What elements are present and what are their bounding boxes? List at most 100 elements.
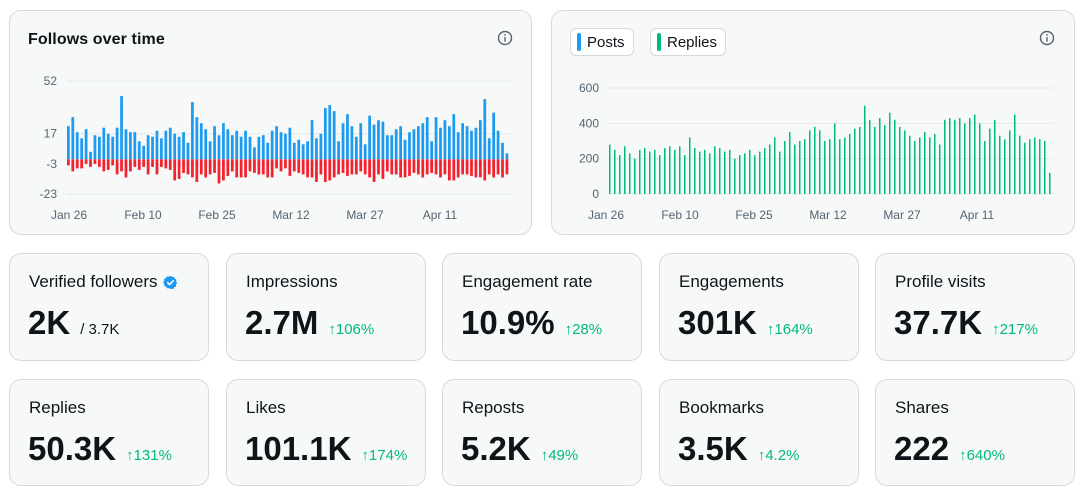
posts-swatch [577,33,581,51]
stat-label-text: Replies [29,398,86,417]
follows-lost-bar [363,159,367,175]
replies-bar [714,146,716,194]
stat-card-verified-followers[interactable]: Verified followers 2K / 3.7K [9,253,209,361]
stat-change: ↑174% [361,447,408,464]
stat-label: Shares [895,398,949,418]
replies-bar [744,153,746,194]
replies-bar [1044,141,1046,194]
stat-label-text: Engagements [679,272,784,291]
follows-gained-bar [315,138,318,160]
stat-value: 101.1K [245,430,352,467]
follows-gained-bar [137,141,141,160]
follows-gained-bar [492,112,496,160]
replies-bar [654,149,656,194]
follows-gained-bar [310,120,314,160]
follows-gained-bar [257,136,261,160]
follows-gained-bar [230,135,234,160]
follows-lost-bar [478,159,482,178]
follows-lost-bar [204,159,208,178]
legend-posts[interactable]: Posts [570,28,634,56]
stat-card-engagement-rate[interactable]: Engagement rate 10.9% ↑28% [442,253,642,361]
follows-gained-bar [182,132,185,160]
follows-gained-bar [403,139,407,160]
stat-card-reposts[interactable]: Reposts 5.2K ↑49% [442,379,642,486]
follows-gained-bar [106,133,110,160]
stat-label: Bookmarks [679,398,764,418]
follows-lost-bar [501,159,504,178]
stat-card-shares[interactable]: Shares 222 ↑640% [875,379,1075,486]
follows-gained-bar [306,141,309,160]
stat-value-row: 5.2K ↑49% [461,430,578,468]
follows-lost-bar [89,159,92,167]
x-tick-label: Mar 12 [272,208,310,222]
follows-gained-bar [102,127,106,160]
follows-gained-bar [381,121,385,160]
follows-lost-bar [496,159,500,175]
follows-lost-bar [235,159,239,178]
follows-lost-bar [111,159,115,166]
follows-bar-chart[interactable]: 52 17 -3 -23 Jan 26 Feb 10 Feb 25 Mar 12 Mar 27 A… [10,11,533,236]
follows-gained-bar [111,136,115,160]
follows-gained-bar [319,133,323,160]
follows-gained-bar [359,123,363,160]
follows-gained-bar [93,135,97,160]
follows-gained-bar [394,129,398,160]
stat-label-text: Bookmarks [679,398,765,417]
follows-gained-bar [275,126,278,160]
follows-lost-bar [266,159,270,178]
follows-gained-bar [470,130,473,160]
stat-value: 222 [894,430,950,467]
follows-lost-bar [75,159,79,169]
replies-bar [999,135,1001,194]
stat-total: / 3.7K [80,321,120,338]
stat-value-row: 2K / 3.7K [28,304,119,342]
replies-bar [674,149,676,194]
replies-bar [734,158,736,194]
follows-lost-bar [474,159,478,178]
stat-value: 3.5K [678,430,748,467]
replies-bar [739,155,741,194]
info-icon[interactable] [1039,30,1055,46]
stat-card-impressions[interactable]: Impressions 2.7M ↑106% [226,253,426,361]
stat-card-profile-visits[interactable]: Profile visits 37.7K ↑217% [875,253,1075,361]
stat-value: 301K [678,304,757,341]
stat-change: ↑106% [328,321,375,338]
replies-bar [789,132,791,194]
stat-label-text: Verified followers [29,272,158,291]
follows-gained-bar [84,129,88,160]
follows-lost-bar [230,159,234,172]
follows-lost-bar [447,159,451,181]
replies-bar [1024,142,1026,194]
follows-lost-bar [173,159,177,181]
stat-card-replies[interactable]: Replies 50.3K ↑131% [9,379,209,486]
replies-bar [1014,114,1016,194]
replies-bar [659,155,661,194]
follows-gained-bar [363,144,367,160]
y-tick-label: 600 [579,81,599,95]
follows-lost-bar [67,159,70,166]
follows-gained-bar [266,142,270,160]
replies-bar [974,114,976,194]
replies-bar [754,155,756,194]
x-tick-label: Jan 26 [51,208,87,222]
follows-lost-bar [323,159,327,182]
follows-gained-bar [452,114,456,160]
follows-lost-bar [124,159,128,178]
legend-replies[interactable]: Replies [650,28,727,56]
posts-replies-bar-chart[interactable]: 600 400 200 0 Jan 26 Feb 10 Feb 25 Mar 12 Mar 27… [552,11,1076,236]
replies-bar [764,148,766,194]
follows-gained-bar [168,127,172,160]
follows-gained-bar [279,132,283,160]
replies-bar [839,139,841,194]
stat-card-bookmarks[interactable]: Bookmarks 3.5K ↑4.2% [659,379,859,486]
stat-card-engagements[interactable]: Engagements 301K ↑164% [659,253,859,361]
stat-change: ↑164% [766,321,813,338]
follows-gained-bar [390,135,394,160]
stat-card-likes[interactable]: Likes 101.1K ↑174% [226,379,426,486]
follows-chart-card: Follows over time 52 17 -3 -23 Jan 26 Feb 10 F… [9,10,532,235]
replies-bar [729,149,731,194]
stat-value: 5.2K [461,430,531,467]
follows-lost-bar [350,159,354,175]
stat-change: ↑217% [992,321,1038,338]
info-icon[interactable] [497,30,513,46]
